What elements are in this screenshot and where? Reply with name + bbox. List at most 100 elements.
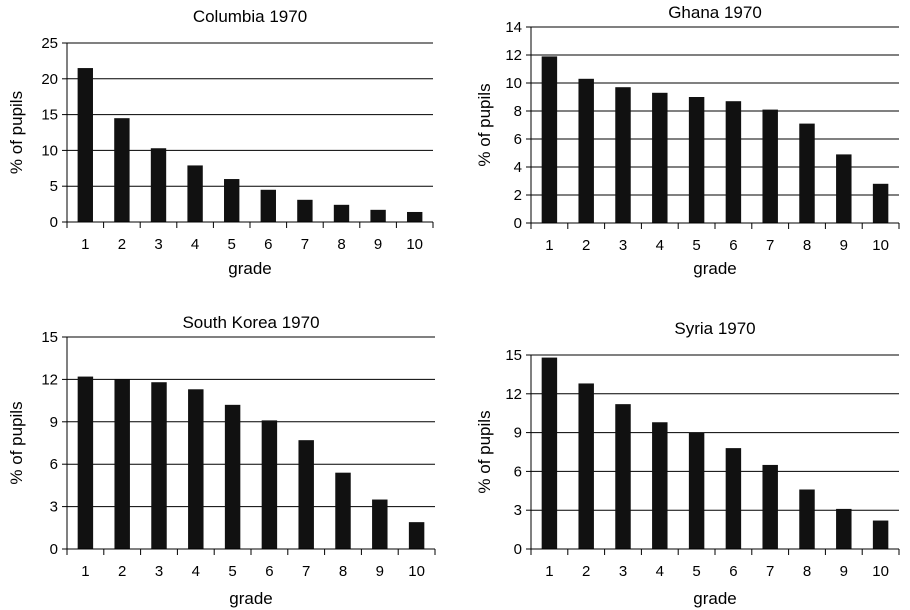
y-tick-label: 0 <box>514 215 522 232</box>
bar <box>150 148 167 222</box>
bar <box>224 404 241 549</box>
y-tick-label: 6 <box>514 463 522 480</box>
bar <box>407 211 423 222</box>
x-tick-label: 5 <box>692 237 700 254</box>
bar <box>578 383 594 549</box>
bar <box>652 92 668 223</box>
x-tick-label: 3 <box>619 237 627 254</box>
x-tick-label: 8 <box>337 236 345 253</box>
bar <box>725 101 742 223</box>
y-tick-label: 9 <box>50 414 58 431</box>
y-tick-label: 0 <box>50 541 58 558</box>
bar <box>541 56 558 224</box>
y-tick-label: 8 <box>514 103 522 120</box>
x-tick-label: 6 <box>729 563 737 580</box>
x-tick-label: 7 <box>766 563 774 580</box>
x-tick-label: 3 <box>155 563 163 580</box>
x-tick-label: 10 <box>872 563 889 580</box>
x-axis-label: grade <box>228 259 271 278</box>
y-tick-label: 9 <box>514 425 522 442</box>
x-tick-label: 2 <box>582 237 590 254</box>
x-tick-label: 4 <box>192 563 200 580</box>
bar <box>335 472 351 549</box>
y-tick-label: 10 <box>505 75 522 92</box>
y-axis-label: % of pupils <box>7 91 26 174</box>
bar <box>77 68 93 222</box>
bar <box>261 420 278 549</box>
x-tick-label: 1 <box>545 563 553 580</box>
y-tick-label: 10 <box>41 142 58 159</box>
bar <box>799 489 815 549</box>
chart-panel: Columbia 1970 0 5 10 15 20 25 1 2 3 4 5 6 7 8 9 10 grade%… <box>7 7 434 278</box>
bar <box>224 179 240 222</box>
y-tick-label: 3 <box>514 502 522 519</box>
y-tick-label: 14 <box>505 19 522 36</box>
x-axis-label: grade <box>229 589 272 608</box>
bar <box>297 199 313 222</box>
x-tick-label: 7 <box>766 237 774 254</box>
bar <box>541 357 558 549</box>
y-axis-label: % of pupils <box>7 401 26 484</box>
chart-title: Ghana 1970 <box>668 3 762 22</box>
y-tick-label: 6 <box>50 456 58 473</box>
x-tick-label: 8 <box>339 563 347 580</box>
bar <box>370 209 386 222</box>
chart-title: Syria 1970 <box>674 319 755 338</box>
bar <box>725 448 742 549</box>
x-tick-label: 6 <box>265 563 273 580</box>
x-tick-label: 7 <box>302 563 310 580</box>
bar <box>114 118 130 222</box>
x-tick-label: 4 <box>656 237 664 254</box>
x-tick-label: 4 <box>656 563 664 580</box>
x-tick-label: 8 <box>803 563 811 580</box>
x-tick-label: 2 <box>118 563 126 580</box>
bar <box>688 432 705 549</box>
x-axis-label: grade <box>693 589 736 608</box>
bar <box>372 499 388 549</box>
y-tick-label: 0 <box>514 541 522 558</box>
y-tick-label: 20 <box>41 71 58 88</box>
bar <box>688 97 705 223</box>
y-tick-label: 25 <box>41 35 58 52</box>
y-tick-label: 0 <box>50 214 58 231</box>
y-tick-label: 12 <box>41 371 58 388</box>
bar <box>836 508 852 549</box>
bar <box>260 189 276 222</box>
y-tick-label: 4 <box>514 159 522 176</box>
bar <box>872 183 889 223</box>
x-tick-label: 5 <box>692 563 700 580</box>
bar <box>298 440 314 549</box>
bar <box>762 464 778 549</box>
bar <box>151 382 167 549</box>
y-tick-label: 6 <box>514 131 522 148</box>
y-tick-label: 2 <box>514 187 522 204</box>
x-tick-label: 7 <box>301 236 309 253</box>
bar <box>836 154 852 223</box>
x-tick-label: 2 <box>118 236 126 253</box>
bar <box>578 78 594 223</box>
x-tick-label: 9 <box>840 237 848 254</box>
bar <box>652 422 668 549</box>
x-tick-label: 6 <box>729 237 737 254</box>
x-axis-label: grade <box>693 259 736 278</box>
x-tick-label: 5 <box>228 236 236 253</box>
bar <box>872 520 889 549</box>
x-tick-label: 3 <box>154 236 162 253</box>
y-tick-label: 15 <box>41 329 58 346</box>
bar <box>799 123 815 223</box>
y-tick-label: 12 <box>505 47 522 64</box>
y-tick-label: 15 <box>41 107 58 124</box>
y-tick-label: 12 <box>505 386 522 403</box>
x-tick-label: 6 <box>264 236 272 253</box>
bar <box>333 204 350 222</box>
bar <box>615 87 631 223</box>
x-tick-label: 9 <box>840 563 848 580</box>
y-axis-label: % of pupils <box>475 410 494 493</box>
x-tick-label: 2 <box>582 563 590 580</box>
x-tick-label: 9 <box>374 236 382 253</box>
x-tick-label: 3 <box>619 563 627 580</box>
